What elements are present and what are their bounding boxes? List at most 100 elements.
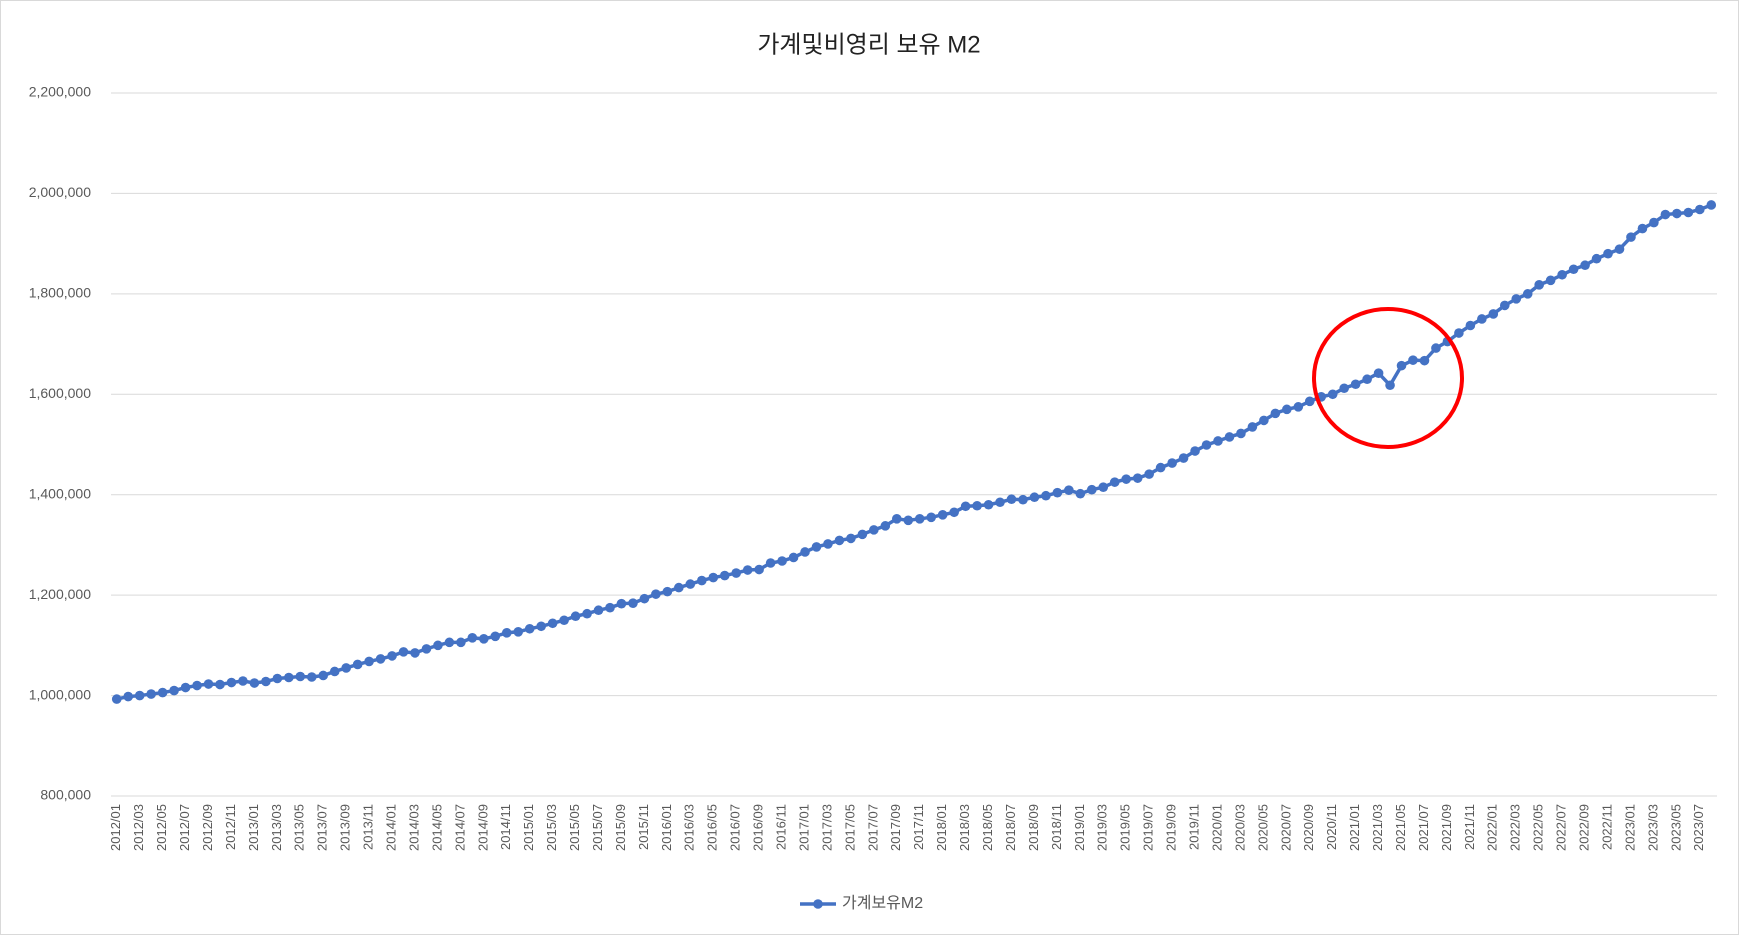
data-point (1109, 477, 1120, 487)
x-tick-label: 2013/03 (269, 804, 284, 851)
data-point (949, 507, 959, 518)
data-point (891, 514, 902, 524)
x-tick-label: 2021/01 (1347, 804, 1362, 851)
data-point (215, 679, 225, 690)
x-tick-label: 2019/11 (1186, 804, 1201, 850)
data-point (1477, 314, 1487, 324)
x-tick-label: 2019/01 (1072, 804, 1087, 851)
data-point (1018, 494, 1028, 505)
data-point (1488, 309, 1499, 319)
data-point (272, 673, 283, 684)
data-point (1568, 264, 1579, 275)
data-point (1087, 484, 1097, 495)
data-point (1327, 389, 1338, 400)
data-point (1614, 244, 1625, 254)
data-point (777, 556, 787, 566)
data-point (467, 633, 478, 643)
data-point (203, 679, 214, 689)
x-tick-label: 2016/05 (705, 804, 720, 851)
x-tick-label: 2021/11 (1462, 804, 1477, 850)
data-point (444, 637, 455, 648)
data-point (811, 542, 822, 552)
data-point (765, 558, 776, 568)
data-point (111, 694, 122, 704)
data-point (1454, 328, 1464, 338)
x-tick-label: 2014/03 (406, 804, 421, 851)
x-tick-label: 2016/09 (751, 804, 766, 851)
data-point (490, 631, 501, 642)
x-tick-label: 2022/01 (1485, 804, 1500, 851)
data-point (869, 525, 879, 535)
data-point (1408, 355, 1418, 365)
data-point (662, 586, 673, 597)
data-point (1626, 232, 1636, 242)
data-point (719, 570, 730, 581)
data-point (628, 598, 638, 608)
data-point (731, 568, 741, 578)
x-tick-label: 2013/01 (246, 804, 261, 851)
y-tick-label: 1,800,000 (29, 285, 91, 301)
x-tick-label: 2013/09 (338, 804, 353, 851)
data-point (960, 501, 971, 512)
data-point (1694, 204, 1705, 215)
data-point (1259, 415, 1269, 426)
x-tick-label: 2018/11 (1049, 804, 1064, 850)
data-point (433, 640, 443, 651)
data-point (570, 611, 581, 622)
data-point (754, 564, 764, 575)
data-point (639, 593, 650, 604)
data-point (1362, 374, 1372, 385)
legend-label: 가계보유M2 (842, 894, 923, 912)
x-tick-label: 2015/07 (590, 804, 605, 851)
x-tick-label: 2014/01 (383, 804, 398, 851)
x-tick-label: 2021/07 (1416, 804, 1431, 851)
data-point (1522, 289, 1533, 299)
data-point (1683, 207, 1694, 218)
data-point (295, 671, 306, 682)
data-point (456, 637, 466, 648)
data-point (169, 685, 179, 696)
x-tick-label: 2022/07 (1554, 804, 1569, 851)
data-point (823, 539, 833, 549)
x-tick-label: 2016/03 (682, 804, 697, 851)
x-tick-label: 2013/07 (315, 804, 330, 851)
data-point (238, 676, 248, 686)
x-tick-label: 2017/07 (865, 804, 880, 851)
data-point (1637, 223, 1648, 234)
x-tick-label: 2017/01 (796, 804, 811, 851)
x-tick-label: 2022/05 (1531, 804, 1546, 851)
data-point (1064, 485, 1074, 495)
highlight-circle (1312, 307, 1464, 449)
x-tick-label: 2014/07 (452, 804, 467, 851)
data-point (914, 514, 925, 524)
x-tick-label: 2018/07 (1003, 804, 1018, 851)
data-point (180, 682, 191, 693)
data-point (306, 672, 317, 682)
data-point (708, 572, 719, 583)
data-point (1132, 473, 1143, 483)
legend-marker (813, 899, 823, 909)
data-point (651, 589, 661, 599)
data-point (846, 533, 856, 544)
data-point (329, 666, 340, 677)
data-point (742, 565, 753, 575)
data-point (387, 651, 397, 661)
x-tick-label: 2020/07 (1278, 804, 1293, 851)
data-point (995, 497, 1005, 508)
data-point (123, 691, 134, 702)
x-tick-label: 2019/09 (1164, 804, 1179, 851)
x-tick-label: 2012/01 (108, 804, 123, 851)
data-point (1350, 379, 1361, 390)
x-tick-label: 2023/05 (1668, 804, 1683, 851)
data-point (157, 687, 168, 698)
x-tick-label: 2018/09 (1026, 804, 1041, 851)
data-point (1041, 490, 1051, 501)
x-tick-label: 2020/03 (1232, 804, 1247, 851)
data-point (1511, 294, 1522, 304)
data-point (1247, 422, 1258, 432)
data-point (1557, 269, 1567, 280)
data-point (1545, 275, 1556, 286)
chart-title: 가계및비영리 보유 M2 (757, 31, 980, 58)
